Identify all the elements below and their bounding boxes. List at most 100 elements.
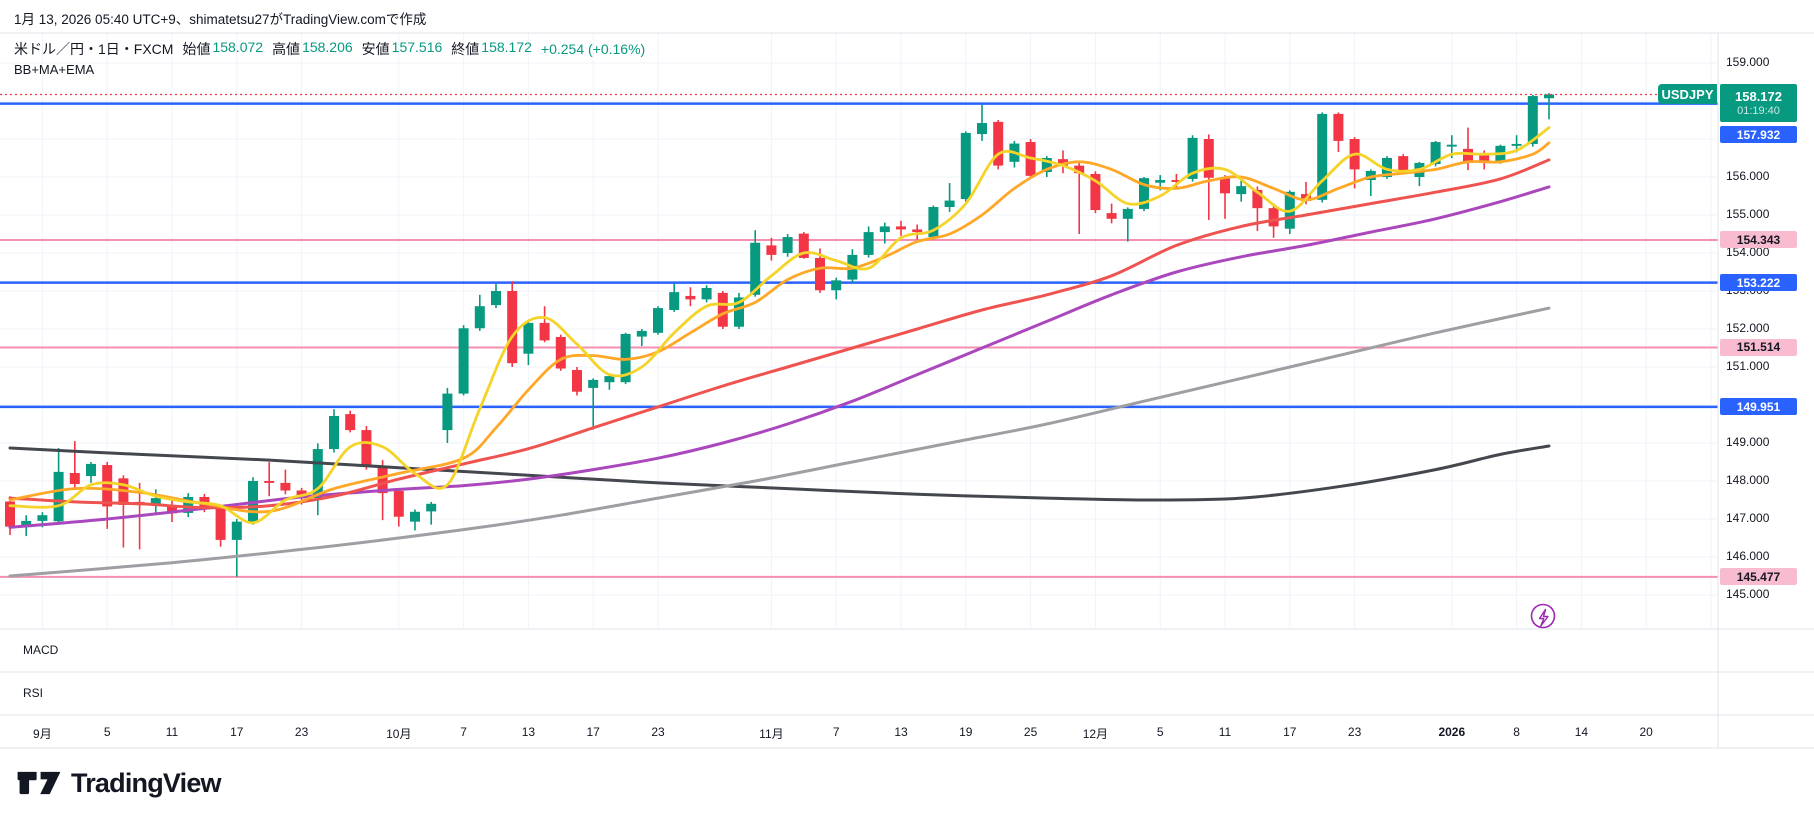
- candle-body: [636, 330, 647, 337]
- candle-body: [604, 376, 615, 383]
- candle-body: [1544, 94, 1554, 99]
- x-axis-label: 11月: [759, 727, 784, 741]
- y-axis-label: 147.000: [1726, 511, 1770, 525]
- candle-body: [442, 393, 453, 431]
- candle-body: [734, 297, 744, 327]
- candle-body: [717, 292, 728, 327]
- y-axis-label: 159.000: [1726, 55, 1770, 69]
- ema-yellow-line: [8, 126, 1551, 525]
- candle-body: [329, 416, 339, 450]
- candle-body: [21, 520, 32, 527]
- candle-body: [669, 292, 680, 310]
- candle-body: [37, 515, 48, 521]
- x-axis-label: 11: [1218, 725, 1232, 739]
- y-axis-label: 155.000: [1726, 207, 1770, 221]
- candle-body: [1317, 113, 1328, 200]
- y-axis-label: 151.000: [1726, 359, 1770, 373]
- tradingview-logo-icon: [17, 771, 61, 795]
- candle-body: [944, 200, 955, 208]
- y-axis-label: 149.000: [1726, 435, 1770, 449]
- candle-body: [458, 328, 469, 394]
- candle-body: [1074, 165, 1085, 174]
- candle-body: [377, 466, 388, 494]
- sma-gray-line: [8, 306, 1551, 578]
- candle-body: [1527, 96, 1538, 144]
- candle-body: [750, 242, 761, 295]
- candle-body: [183, 496, 194, 513]
- candle-body: [555, 336, 566, 369]
- price-alert-badge: 151.514: [1720, 338, 1797, 356]
- candle-body: [1268, 208, 1279, 227]
- x-axis-label: 14: [1574, 725, 1589, 739]
- candle-body: [766, 245, 777, 255]
- candle-body: [150, 498, 161, 505]
- alert-price-badge: 157.932: [1720, 126, 1797, 143]
- tradingview-logo[interactable]: TradingView: [16, 767, 222, 799]
- ohlc-high: 高値 158.206: [272, 39, 353, 57]
- candle-body: [539, 322, 550, 341]
- symbol-legend: 米ドル／円・1日・FXCM 始値 158.072 高値 158.206 安値 157.…: [14, 39, 645, 59]
- y-axis-label: 145.000: [1726, 587, 1770, 601]
- bar-countdown: 01:19:40: [1737, 104, 1780, 117]
- x-axis-label: 23: [651, 725, 665, 739]
- candle-body: [977, 123, 987, 135]
- candle-body: [879, 226, 890, 233]
- candle-body: [685, 295, 696, 300]
- candle-body: [993, 121, 1004, 166]
- candle-body: [280, 482, 291, 491]
- candle-body: [912, 229, 923, 233]
- x-axis-label: 17: [586, 725, 600, 739]
- candle-body: [215, 507, 226, 540]
- ema-red-line: [8, 158, 1551, 510]
- candle-body: [1463, 148, 1473, 163]
- ohlc-close: 終値 158.172: [451, 39, 532, 57]
- x-axis-label: 17: [230, 725, 244, 739]
- x-axis-label: 8: [1513, 725, 1520, 739]
- x-axis-label: 25: [1023, 725, 1038, 739]
- candle-body: [1252, 189, 1263, 209]
- candle-body: [102, 465, 113, 507]
- x-axis-label: 13: [894, 725, 908, 739]
- candle-body: [1106, 213, 1117, 219]
- x-axis-label: 23: [294, 725, 309, 739]
- candle-body: [1236, 186, 1247, 195]
- candle-body: [1430, 142, 1441, 165]
- x-axis-label: 17: [1283, 725, 1297, 739]
- x-axis-label: 9月: [33, 727, 52, 741]
- candle-body: [1090, 173, 1101, 211]
- candle-body: [1122, 208, 1133, 219]
- candle-body: [1058, 159, 1068, 166]
- candle-body: [1446, 144, 1457, 147]
- x-axis-label: 19: [959, 725, 973, 739]
- candle-body: [312, 449, 323, 499]
- ohlc-low: 安値 157.516: [361, 39, 443, 57]
- candle-body: [960, 132, 971, 200]
- indicator-legend[interactable]: BB+MA+EMA: [14, 62, 95, 77]
- rsi-pane-label[interactable]: RSI: [23, 686, 44, 700]
- change-value: +0.254 (+0.16%): [540, 41, 646, 57]
- symbol-title[interactable]: 米ドル／円・1日・FXCM: [14, 41, 174, 57]
- instant-order-button[interactable]: [1530, 603, 1556, 629]
- candle-body: [86, 463, 96, 477]
- x-axis-label: 7: [832, 725, 840, 739]
- x-axis-label: 23: [1347, 725, 1362, 739]
- x-axis-label: 5: [103, 725, 111, 739]
- ohlc-open: 始値 158.072: [182, 39, 264, 57]
- x-axis-label: 2026: [1438, 725, 1466, 739]
- candle-body: [588, 379, 599, 388]
- y-axis-label: 148.000: [1726, 473, 1770, 487]
- candle-body: [393, 490, 404, 517]
- candle-body: [1155, 180, 1166, 183]
- candle-body: [1203, 139, 1214, 178]
- candle-body: [1139, 178, 1149, 209]
- candle-body: [653, 308, 663, 333]
- y-axis-label: 156.000: [1726, 169, 1770, 183]
- x-axis-label: 5: [1156, 725, 1164, 739]
- candle-body: [863, 232, 874, 255]
- candle-body: [410, 511, 420, 522]
- candle-body: [167, 505, 177, 514]
- macd-pane-label[interactable]: MACD: [23, 643, 59, 657]
- price-alert-badge: 145.477: [1720, 568, 1797, 586]
